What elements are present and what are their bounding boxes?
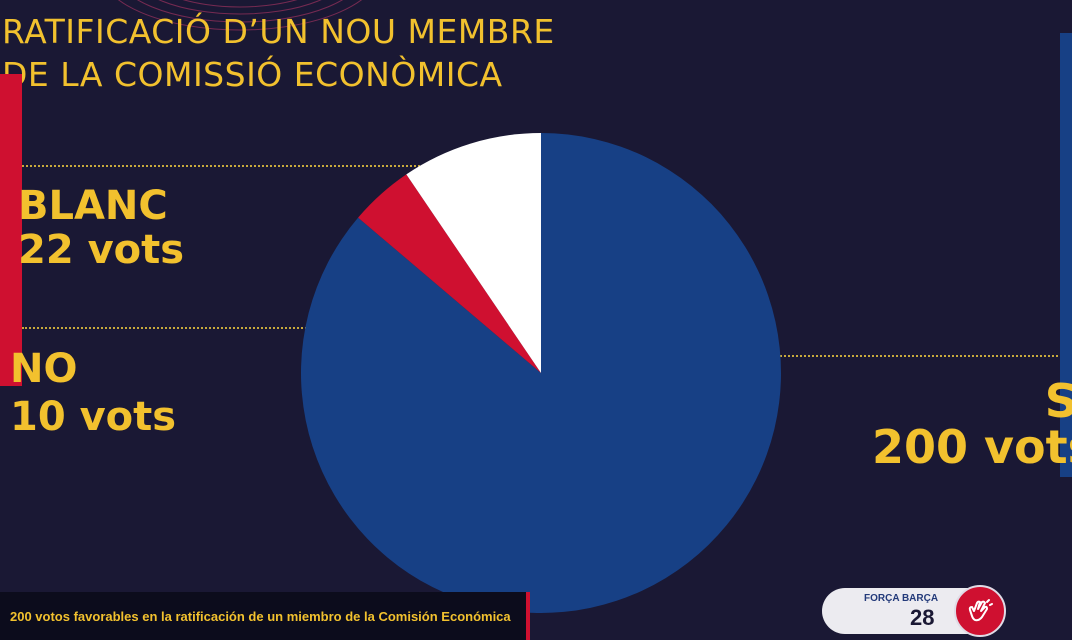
page-title: RATIFICACIÓ D’UN NOU MEMBRE DE LA COMISS… [2, 10, 555, 96]
decorative-swirl [117, 0, 363, 31]
title-line-2: DE LA COMISSIÓ ECONÒMICA [2, 55, 503, 94]
left-accent-bar [0, 74, 22, 386]
widget-title: FORÇA BARÇA [864, 593, 939, 604]
blanc-label: BLANC 22 vots [18, 184, 184, 272]
blanc-label-votes: 22 vots [18, 227, 185, 273]
no-label-votes: 10 vots [10, 394, 177, 440]
title-line-1: RATIFICACIÓ D’UN NOU MEMBRE [2, 12, 555, 51]
no-label: NO 10 vots [10, 345, 176, 441]
blanc-leader-line [22, 165, 520, 167]
no-label-name: NO [10, 346, 78, 392]
right-accent-bar [1060, 33, 1072, 477]
si-label: SÍ 200 vots [872, 378, 1072, 470]
news-ticker: 200 votos favorables en la ratificación … [0, 592, 530, 640]
pie-slice-no-1 [358, 174, 541, 373]
si-leader-line [728, 355, 1058, 357]
si-label-votes: 200 vots [872, 420, 1072, 474]
pie-chart [300, 133, 781, 613]
si-label-name: SÍ [1044, 374, 1072, 428]
pie-slice-blanc-2 [406, 133, 541, 373]
no-leader-line [22, 327, 494, 329]
clap-button[interactable] [954, 585, 1006, 637]
ticker-text: 200 votos favorables en la ratificación … [10, 608, 511, 624]
blanc-label-name: BLANC [18, 183, 168, 229]
pie-slice-s-0 [300, 133, 781, 613]
widget-count: 28 [910, 605, 935, 630]
clap-hands-icon [968, 599, 993, 622]
